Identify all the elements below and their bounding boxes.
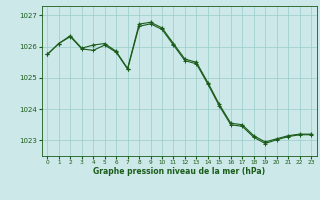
X-axis label: Graphe pression niveau de la mer (hPa): Graphe pression niveau de la mer (hPa) xyxy=(93,167,265,176)
